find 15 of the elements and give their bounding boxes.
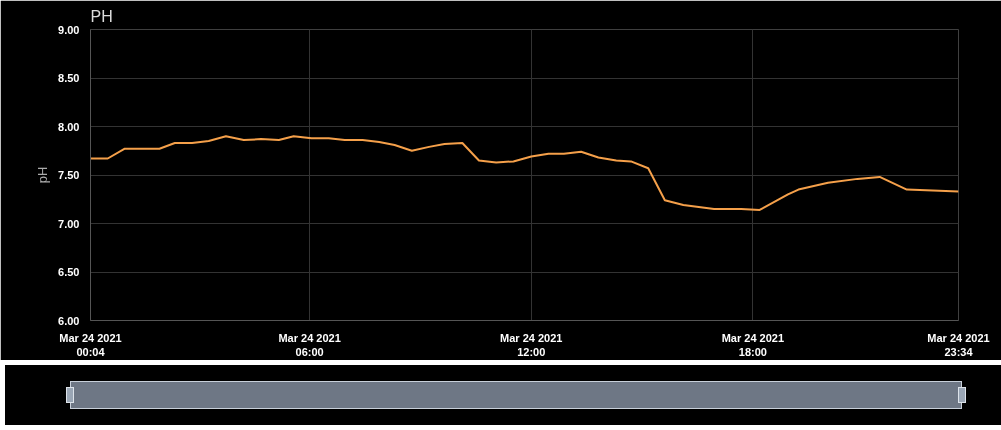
y-tick-label: 7.50	[58, 169, 80, 181]
y-tick-label: 9.00	[58, 23, 80, 36]
y-tick-label: 7.00	[58, 217, 80, 230]
line-series	[90, 135, 959, 211]
y-tick-label: 6.50	[58, 266, 80, 278]
y-tick-label: 6.00	[58, 314, 80, 327]
y-tick-label: 8.00	[58, 120, 80, 133]
x-tick-label: Mar 24 2021 18:00	[721, 331, 785, 358]
x-tick-label: Mar 24 2021 00:04	[59, 331, 122, 358]
y-tick-label: 8.50	[58, 72, 80, 84]
x-tick-label: Mar 24 2021 06:00	[278, 331, 341, 358]
x-tick-label: Mar 24 2021 23:34	[927, 331, 990, 358]
y-axis-title: pH	[35, 166, 51, 184]
chart-title: PH	[90, 7, 113, 25]
x-tick-label: Mar 24 2021 12:00	[500, 331, 563, 358]
